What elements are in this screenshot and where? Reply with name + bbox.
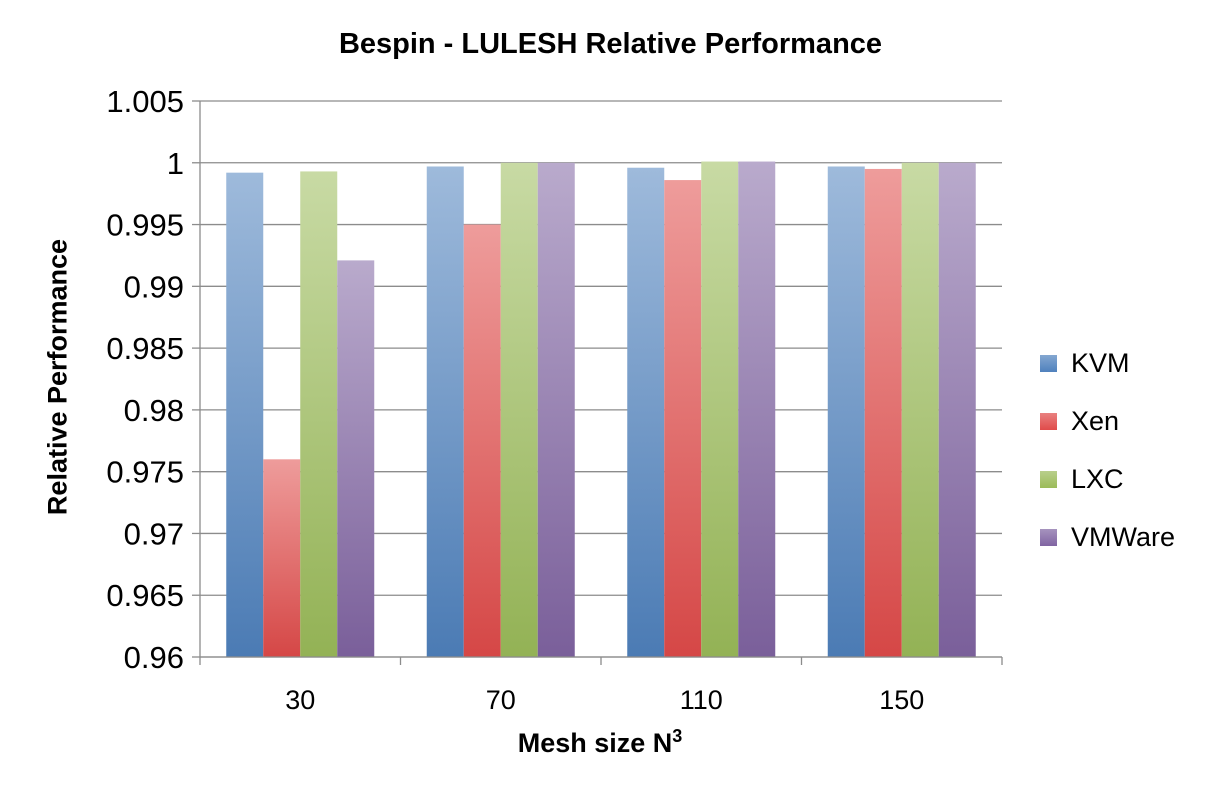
- bar-vmware-30: [337, 260, 375, 657]
- x-axis-label: Mesh size N: [517, 728, 673, 758]
- y-tick-label: 0.98: [124, 393, 184, 428]
- bar-kvm-110: [627, 167, 665, 657]
- x-tick-label: 70: [486, 685, 516, 715]
- y-tick-label: 0.97: [124, 516, 184, 551]
- legend-swatch: [1040, 412, 1057, 430]
- y-tick-label: 0.995: [106, 208, 184, 243]
- legend-item-vmware: VMWare: [1040, 508, 1175, 566]
- legend: KVM Xen LXC VMWare: [1040, 334, 1175, 566]
- y-tick-label: 0.965: [106, 578, 184, 613]
- bar-kvm-30: [226, 172, 264, 657]
- bar-xen-30: [263, 459, 301, 657]
- bar-kvm-150: [827, 166, 865, 658]
- legend-item-lxc: LXC: [1040, 450, 1175, 508]
- chart-title: Bespin - LULESH Relative Performance: [338, 28, 883, 60]
- y-tick-label: 0.96: [124, 640, 184, 675]
- bar-xen-110: [664, 180, 702, 657]
- x-tick-label: 30: [285, 685, 315, 715]
- legend-item-kvm: KVM: [1040, 334, 1175, 392]
- bar-vmware-70: [537, 162, 575, 657]
- legend-swatch: [1040, 470, 1057, 488]
- bar-vmware-150: [938, 162, 976, 657]
- legend-item-xen: Xen: [1040, 392, 1175, 450]
- x-tick-label: 150: [879, 685, 924, 715]
- y-axis-label: Relative Performance: [42, 238, 73, 516]
- y-tick-label: 0.975: [106, 455, 184, 490]
- bar-lxc-30: [300, 171, 338, 657]
- x-axis-label-superscript: 3: [672, 726, 683, 746]
- y-tick-label: 0.99: [124, 269, 184, 304]
- x-axis-label-wrap: Mesh size N3: [200, 726, 1000, 759]
- tick-labels: 0.96 0.965 0.97 0.975 0.98 0.985 0.99 0.995 1 1.0…: [106, 84, 924, 715]
- bar-lxc-70: [500, 162, 538, 657]
- axes: [192, 100, 1003, 665]
- legend-label: VMWare: [1071, 521, 1176, 552]
- bar-xen-70: [463, 224, 501, 658]
- bar-kvm-70: [426, 166, 464, 658]
- legend-swatch: [1040, 354, 1057, 372]
- y-tick-label: 0.985: [106, 331, 184, 366]
- legend-label: LXC: [1071, 463, 1124, 494]
- bars: [226, 161, 976, 658]
- x-tick-label: 110: [680, 685, 723, 715]
- bar-lxc-110: [701, 161, 739, 657]
- legend-label: KVM: [1071, 347, 1130, 378]
- bar-vmware-110: [738, 161, 776, 657]
- legend-swatch: [1040, 528, 1057, 546]
- y-tick-label: 1.005: [106, 84, 184, 119]
- bar-xen-150: [864, 168, 902, 657]
- legend-label: Xen: [1071, 405, 1120, 436]
- y-tick-label: 1: [167, 146, 184, 181]
- bar-lxc-150: [901, 162, 939, 657]
